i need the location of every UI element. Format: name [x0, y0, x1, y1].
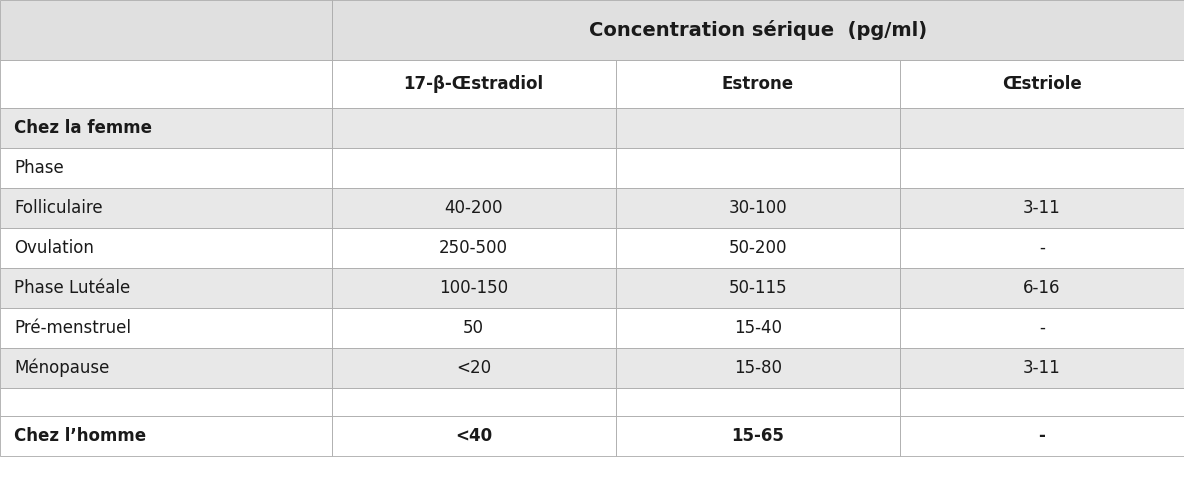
Text: Concentration sérique  (pg/ml): Concentration sérique (pg/ml) [588, 20, 927, 40]
Text: 50: 50 [463, 319, 484, 337]
Text: Chez l’homme: Chez l’homme [14, 427, 147, 445]
Bar [0, 148, 332, 188]
Bar [616, 60, 900, 108]
Text: Phase: Phase [14, 159, 64, 177]
Text: -: - [1040, 239, 1044, 257]
Text: 17-β-Œstradiol: 17-β-Œstradiol [404, 75, 543, 93]
Text: Estrone: Estrone [722, 75, 793, 93]
Bar [616, 308, 900, 348]
Bar [616, 268, 900, 308]
Text: Pré-menstruel: Pré-menstruel [14, 319, 131, 337]
Bar [900, 108, 1184, 148]
Bar [900, 416, 1184, 456]
Text: <20: <20 [456, 359, 491, 377]
Bar [332, 0, 1184, 60]
Text: Phase Lutéale: Phase Lutéale [14, 279, 130, 297]
Bar [332, 348, 616, 388]
Bar [900, 148, 1184, 188]
Text: 6-16: 6-16 [1023, 279, 1061, 297]
Text: 50-200: 50-200 [728, 239, 787, 257]
Bar [900, 60, 1184, 108]
Bar [0, 308, 332, 348]
Bar [0, 60, 332, 108]
Bar [616, 416, 900, 456]
Text: 3-11: 3-11 [1023, 199, 1061, 217]
Bar [332, 388, 616, 416]
Bar [616, 108, 900, 148]
Text: Ménopause: Ménopause [14, 359, 110, 377]
Bar [900, 388, 1184, 416]
Text: 250-500: 250-500 [439, 239, 508, 257]
Bar [332, 188, 616, 228]
Bar [900, 348, 1184, 388]
Bar [900, 268, 1184, 308]
Text: -: - [1038, 427, 1045, 445]
Bar [0, 388, 332, 416]
Bar [900, 188, 1184, 228]
Bar [332, 108, 616, 148]
Text: 40-200: 40-200 [444, 199, 503, 217]
Bar [900, 228, 1184, 268]
Bar [332, 416, 616, 456]
Text: Œstriole: Œstriole [1002, 75, 1082, 93]
Bar [616, 348, 900, 388]
Bar [0, 416, 332, 456]
Text: Ovulation: Ovulation [14, 239, 94, 257]
Text: <40: <40 [455, 427, 493, 445]
Text: 100-150: 100-150 [439, 279, 508, 297]
Text: 3-11: 3-11 [1023, 359, 1061, 377]
Bar [332, 268, 616, 308]
Bar [332, 60, 616, 108]
Bar [0, 0, 332, 60]
Bar [0, 268, 332, 308]
Text: -: - [1040, 319, 1044, 337]
Bar [332, 228, 616, 268]
Text: Folliculaire: Folliculaire [14, 199, 103, 217]
Text: 50-115: 50-115 [728, 279, 787, 297]
Text: 30-100: 30-100 [728, 199, 787, 217]
Bar [0, 348, 332, 388]
Bar [616, 148, 900, 188]
Bar [900, 308, 1184, 348]
Bar [616, 228, 900, 268]
Text: Chez la femme: Chez la femme [14, 119, 153, 137]
Bar [332, 308, 616, 348]
Text: 15-65: 15-65 [732, 427, 784, 445]
Bar [0, 108, 332, 148]
Bar [616, 188, 900, 228]
Bar [0, 188, 332, 228]
Text: 15-80: 15-80 [734, 359, 781, 377]
Bar [0, 228, 332, 268]
Text: 15-40: 15-40 [734, 319, 781, 337]
Bar [332, 148, 616, 188]
Bar [616, 388, 900, 416]
